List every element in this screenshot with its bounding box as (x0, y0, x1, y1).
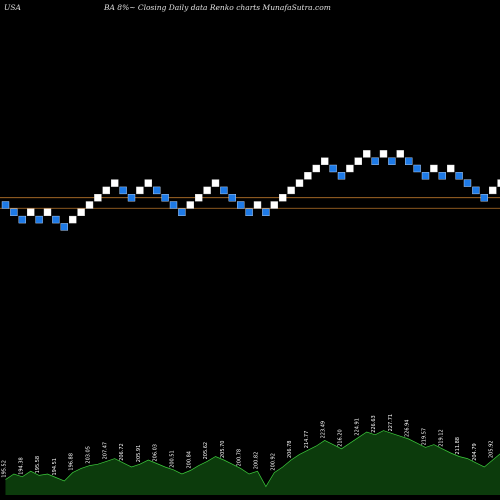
down-brick (60, 223, 68, 231)
volume-label: 205.70 (220, 441, 226, 459)
down-brick (52, 215, 60, 224)
up-brick (94, 193, 102, 202)
up-brick (287, 186, 295, 195)
volume-label: 219.57 (422, 428, 428, 446)
up-brick (102, 186, 111, 195)
volume-label: 194.38 (18, 457, 24, 475)
up-brick (304, 172, 312, 180)
volume-label: 204.79 (472, 443, 478, 461)
down-brick (371, 157, 379, 165)
down-brick (405, 157, 413, 165)
up-brick (77, 208, 85, 217)
header-left-label: USA (4, 3, 21, 12)
up-brick (363, 150, 371, 158)
volume-label: 195.52 (2, 460, 8, 478)
down-brick (463, 179, 472, 187)
volume-label: 223.49 (321, 421, 327, 439)
down-brick (421, 172, 430, 180)
volume-label: 200.92 (270, 453, 276, 471)
volume-area (5, 430, 500, 495)
down-brick (262, 208, 270, 217)
up-brick (186, 201, 195, 209)
down-brick (35, 215, 43, 224)
down-brick (245, 208, 253, 217)
renko-bricks (1, 150, 500, 231)
up-brick (321, 157, 329, 165)
up-brick (379, 150, 388, 158)
up-brick (253, 201, 262, 209)
up-brick (43, 208, 52, 217)
up-brick (27, 208, 35, 217)
volume-label: 226.94 (405, 420, 411, 438)
down-brick (236, 201, 245, 209)
volume-label: 200.84 (186, 451, 192, 469)
volume-label: 196.88 (69, 453, 75, 471)
up-brick (279, 193, 287, 202)
volume-label: 206.72 (119, 443, 125, 461)
down-brick (152, 186, 161, 195)
volume-label: 200.51 (170, 450, 176, 468)
volume-label: 203.05 (86, 446, 92, 464)
up-brick (144, 179, 153, 187)
volume-label: 207.47 (102, 442, 108, 460)
down-brick (337, 172, 346, 180)
down-brick (472, 186, 480, 195)
volume-line (5, 430, 500, 488)
up-brick (211, 179, 220, 187)
up-brick (447, 164, 455, 173)
volume-label: 200.78 (237, 449, 243, 467)
down-brick (10, 208, 18, 217)
down-brick (119, 186, 127, 195)
volume-label: 226.63 (371, 415, 377, 433)
volume-label: 216.20 (338, 429, 344, 447)
down-brick (127, 193, 136, 202)
volume-label: 206.78 (287, 441, 293, 459)
down-brick (329, 164, 337, 173)
down-brick (178, 208, 186, 217)
volume-label: 194.51 (52, 458, 58, 476)
down-brick (1, 201, 10, 209)
down-brick (169, 201, 178, 209)
up-brick (136, 186, 144, 195)
down-brick (18, 215, 26, 224)
down-brick (438, 172, 446, 180)
reference-lines (0, 197, 500, 209)
volume-label: 200.82 (254, 452, 260, 470)
up-brick (270, 201, 278, 209)
down-brick (480, 193, 488, 202)
volume-label: 195.58 (35, 456, 41, 474)
volume-label: 214.77 (304, 431, 310, 449)
volume-label: 205.91 (136, 445, 142, 463)
up-brick (110, 179, 119, 187)
down-brick (220, 186, 228, 195)
up-brick (194, 193, 203, 202)
down-brick (413, 164, 421, 173)
up-brick (396, 150, 404, 158)
up-brick (312, 164, 320, 173)
up-brick (203, 186, 211, 195)
volume-label: 205.62 (203, 442, 209, 460)
up-brick (346, 164, 354, 173)
up-brick (68, 215, 77, 224)
up-brick (354, 157, 362, 165)
volume-label: 205.92 (489, 441, 495, 459)
volume-label: 219.12 (438, 429, 444, 447)
up-brick (295, 179, 304, 187)
up-brick (430, 164, 438, 173)
volume-label: 211.88 (455, 437, 461, 455)
down-brick (388, 157, 396, 165)
up-brick (497, 179, 500, 187)
down-brick (455, 172, 463, 180)
header-title: BA 8%~ Closing Daily data Renko charts M… (104, 3, 331, 12)
up-brick (85, 201, 94, 209)
volume-label: 224.91 (354, 418, 360, 436)
volume-panel: 195.52 194.38 195.58 194.51 196.88 203.05 207.… (2, 414, 500, 495)
up-brick (489, 186, 497, 195)
down-brick (228, 193, 237, 202)
volume-label: 227.71 (388, 414, 394, 432)
volume-label: 206.03 (153, 444, 159, 462)
down-brick (161, 193, 169, 202)
